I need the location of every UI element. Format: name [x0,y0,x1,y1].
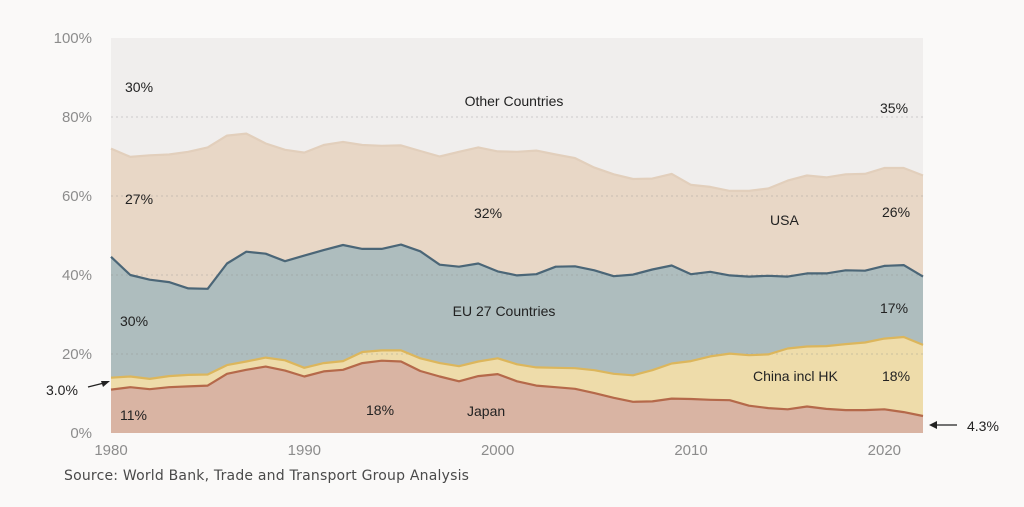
japan-1995-value: 18% [366,402,394,418]
y-tick-label: 60% [62,188,92,205]
x-tick-label: 2010 [674,442,707,459]
eu-2022-value: 17% [880,300,908,316]
x-tick-label: 2020 [868,442,901,459]
area-china-incl-hk [111,337,923,416]
area-other-countries [111,38,923,191]
x-axis-ticks: 1980 1990 2000 2010 2020 [94,442,901,459]
usa-2000-value: 32% [474,205,502,221]
line-eu-27-countries [110,243,924,290]
x-tick-label: 2000 [481,442,514,459]
line-china-incl-hk [110,335,924,380]
other-countries-1980-value: 30% [125,79,153,95]
y-tick-label: 20% [62,346,92,363]
series-lines [110,132,924,418]
x-tick-label: 1990 [288,442,321,459]
other-countries-label: Other Countries [465,93,564,109]
x-tick-label: 1980 [94,442,127,459]
area-layers [111,38,923,433]
chart-source: Source: World Bank, Trade and Transport … [64,468,470,484]
area-eu-27-countries [111,244,923,379]
china-2022-value: 18% [882,368,910,384]
usa-label: USA [770,212,799,228]
japan-2022-arrow [929,421,957,429]
area-japan [111,360,923,433]
usa-2022-value: 26% [882,204,910,220]
japan-1980-value: 11% [120,407,147,423]
y-axis-ticks: 0% 20% 40% 60% 80% 100% [54,30,92,442]
y-tick-label: 80% [62,109,92,126]
line-usa [110,132,924,192]
line-japan [110,359,924,418]
china-1980-value: 3.0% [46,382,78,398]
y-tick-label: 100% [54,30,92,47]
eu-label: EU 27 Countries [453,303,556,319]
other-countries-2022-value: 35% [880,100,908,116]
y-tick-label: 40% [62,267,92,284]
china-1980-arrow [87,381,110,388]
japan-label: Japan [467,403,505,419]
y-tick-label: 0% [70,425,92,442]
china-label: China incl HK [753,368,838,384]
area-usa [111,133,923,289]
eu-1980-value: 30% [120,313,148,329]
japan-2022-value: 4.3% [967,418,999,434]
usa-1980-value: 27% [125,191,153,207]
